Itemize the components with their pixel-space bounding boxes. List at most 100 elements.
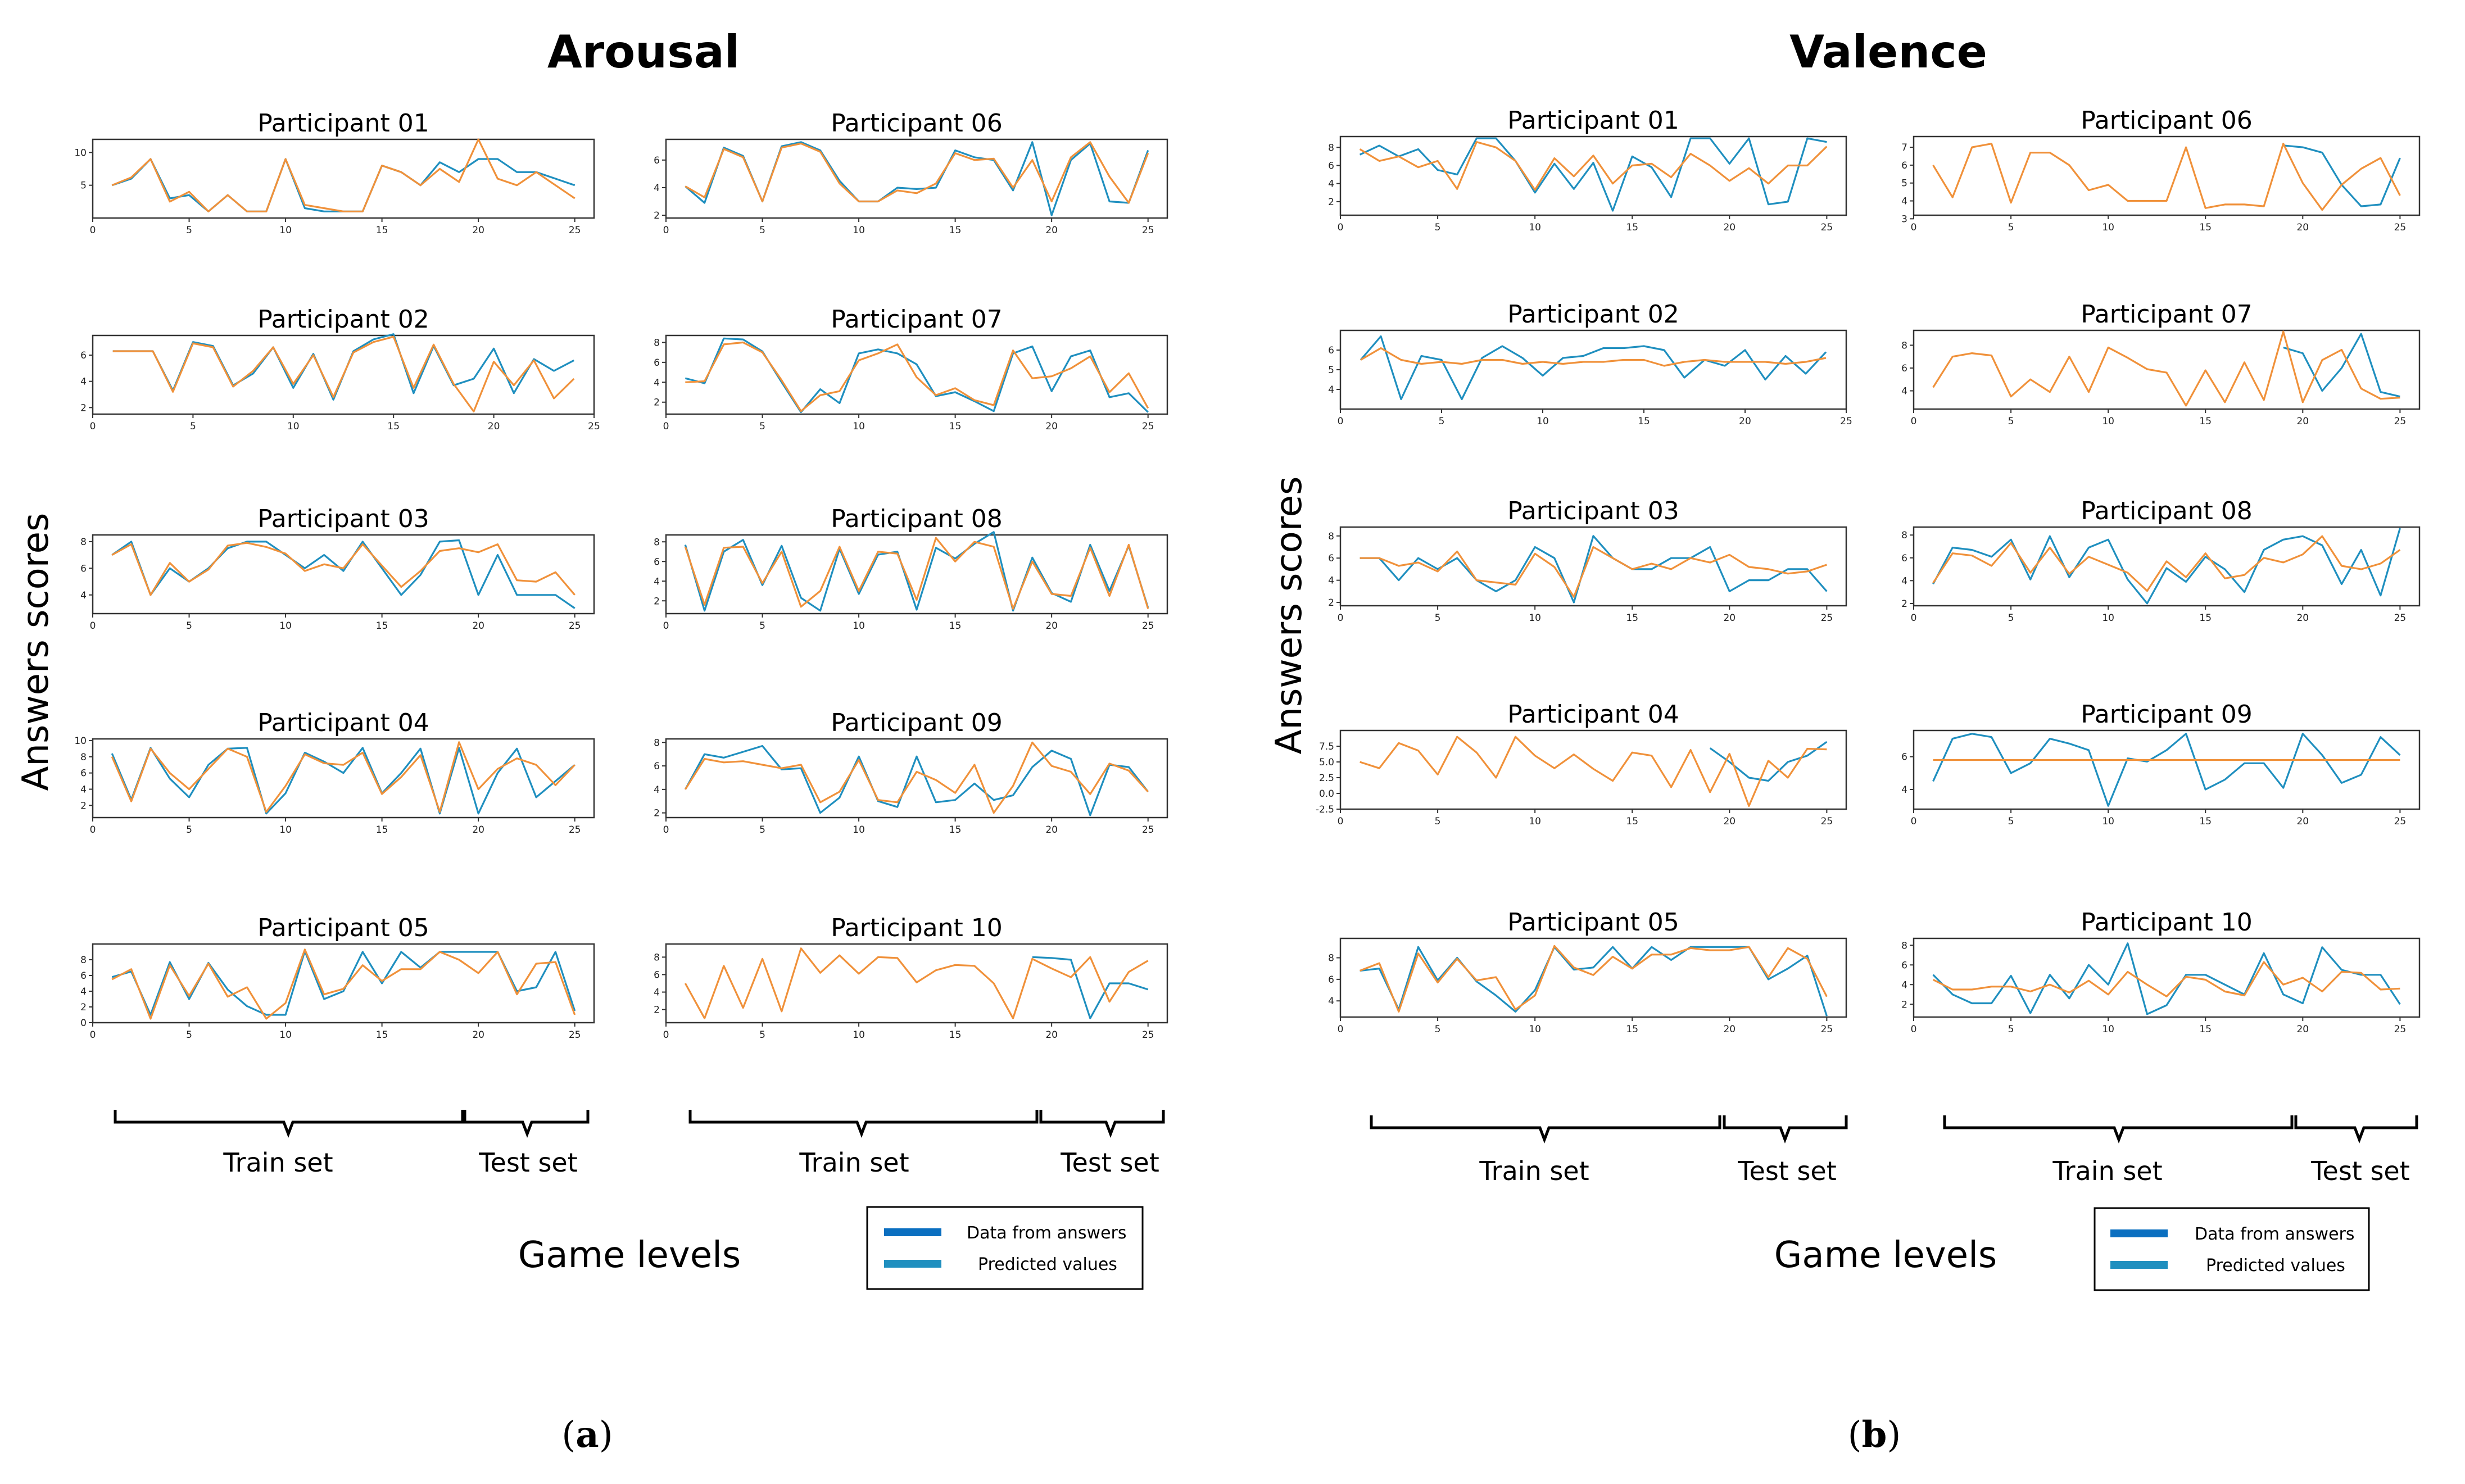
subplot-b-4-ytick-label: 8 [1901,340,1907,351]
subplot-b-3-xtick-label: 25 [1840,416,1852,427]
subplot-a-5-xtick-label: 5 [186,620,192,632]
subplot-a-8-xtick-label: 25 [1142,824,1154,836]
subplot-a-9-ytick-label: 2 [80,1002,87,1013]
subplot-a-9-xtick-label: 15 [376,1029,388,1041]
subplot-b-7-ytick-label: 7.5 [1319,741,1334,752]
subplot-a-3-ytick-label: 6 [80,350,87,361]
subplot-b-6-ytick-label: 8 [1901,530,1907,541]
subplot-b-5-xtick-label: 10 [1529,612,1541,624]
subplot-a-8: Participant 09 0 5 10 15 20 25 2 4 6 8 [654,709,1168,836]
subplot-b-8-title: Participant 09 [2081,700,2253,729]
panel-b-letter: (b) [1848,1414,1901,1456]
subplot-b-10: Participant 10 0 5 10 15 20 25 2 4 6 8 [1901,908,2421,1035]
subplot-b-8-xtick-label: 25 [2394,816,2407,827]
subplot-b-4-xtick-label: 10 [2102,416,2114,427]
subplot-a-3-xtick-label: 0 [90,421,96,432]
subplot-b-10-xtick-label: 25 [2394,1024,2407,1035]
subplot-a-10-title: Participant 10 [831,914,1003,942]
subplot-a-4-xtick-label: 5 [759,421,765,432]
subplot-b-10-ytick-label: 4 [1901,979,1907,991]
subplot-b-2-predicted-line [1932,143,2401,211]
panel-a-title: Arousal [547,26,740,78]
subplot-a-3-frame [92,334,595,415]
subplot-a-10-answers-line [1032,956,1149,1019]
subplot-b-7-xtick-label: 20 [1723,816,1736,827]
subplot-b-1: Participant 01 0 5 10 15 20 25 2 4 6 8 [1328,106,1847,233]
subplot-b-8-xtick-label: 5 [2008,816,2014,827]
subplot-a-1-predicted-line [111,138,576,212]
subplot-a-8-xtick-label: 10 [853,824,865,836]
subplot-a-4-xtick-label: 25 [1142,421,1154,432]
subplot-a-2-xtick-label: 20 [1045,225,1058,236]
subplot-b-2-title: Participant 06 [2081,106,2253,135]
braces-a-left-test [463,1110,590,1138]
subplot-b-7-ytick-label: 5.0 [1319,757,1334,768]
subplot-a-9-title: Participant 05 [257,914,429,942]
subplot-b-2-xtick-label: 25 [2394,222,2407,233]
subplot-b-7-xtick-label: 25 [1821,816,1833,827]
panel-b-xlabel: Game levels [1774,1235,1997,1276]
subplot-a-4-xtick-label: 15 [949,421,962,432]
subplot-b-1-xtick-label: 15 [1626,222,1638,233]
svg-text:(b): (b) [1848,1414,1901,1456]
subplot-b-4-xtick-label: 25 [2394,416,2407,427]
subplot-b-1-xtick-label: 20 [1723,222,1736,233]
subplot-a-3-xtick-label: 25 [588,421,600,432]
subplot-b-4-ytick-label: 6 [1901,363,1907,374]
subplot-b-10-xtick-label: 5 [2008,1024,2014,1035]
subplot-b-6-xtick-label: 10 [2102,612,2114,624]
subplot-a-10-frame [665,943,1168,1024]
subplot-b-7-xtick-label: 15 [1626,816,1638,827]
subplot-a-8-ytick-label: 6 [654,761,660,772]
test-label-b-left: Test set [1737,1156,1837,1186]
subplot-a-7-xtick-label: 5 [186,824,192,836]
subplot-a-5-xtick-label: 20 [472,620,484,632]
subplot-a-10-predicted-line [684,947,1149,1019]
subplot-a-2-xtick-label: 5 [759,225,765,236]
subplot-b-1-predicted-line [1359,141,1828,191]
subplot-b-1-xtick-label: 10 [1529,222,1541,233]
subplot-a-8-predicted-line [684,741,1149,814]
subplot-b-4-xtick-label: 15 [2199,416,2212,427]
subplot-b-5-xtick-label: 0 [1338,612,1344,624]
test-label-a-left: Test set [478,1147,578,1178]
subplot-a-1-frame [92,138,595,219]
subplot-a-1-xtick-label: 20 [472,225,484,236]
subplot-b-3: Participant 02 0 5 10 15 20 25 4 5 6 [1328,300,1852,427]
subplot-a-6-xtick-label: 15 [949,620,962,632]
subplot-a-6-xtick-label: 25 [1142,620,1154,632]
subplot-a-9-xtick-label: 25 [569,1029,581,1041]
subplot-b-8-xtick-label: 15 [2199,816,2212,827]
subplot-a-8-ytick-label: 2 [654,808,660,819]
subplot-a-7-xtick-label: 25 [569,824,581,836]
subplot-a-4-xtick-label: 20 [1045,421,1058,432]
subplot-b-6-xtick-label: 15 [2199,612,2212,624]
braces-a-left-train [114,1110,464,1138]
subplot-a-9-xtick-label: 0 [90,1029,96,1041]
subplot-b-10-ytick-label: 2 [1901,999,1907,1010]
subplot-a-7-ytick-label: 8 [80,752,87,763]
subplot-b-2-ytick-label: 7 [1901,142,1907,153]
subplot-b-5-ytick-label: 8 [1328,531,1334,542]
subplot-a-4-ytick-label: 4 [654,377,660,388]
subplot-b-9-predicted-line [1360,945,1828,1013]
subplot-a-6-answers-line [684,531,1149,612]
subplot-b-6-xtick-label: 0 [1911,612,1917,624]
subplot-a-3-predicted-line [112,335,575,412]
subplot-b-2-xtick-label: 15 [2199,222,2212,233]
subplot-a-10-xtick-label: 10 [853,1029,865,1041]
subplot-b-5-ytick-label: 6 [1328,553,1334,564]
subplot-b-5-answers-line [1360,535,1828,603]
subplot-b-3-ytick-label: 4 [1328,384,1334,396]
subplot-b-9-xtick-label: 0 [1338,1024,1344,1035]
subplot-a-6-xtick-label: 20 [1045,620,1058,632]
subplot-b-5-title: Participant 03 [1507,497,1679,525]
subplot-b-8-ytick-label: 6 [1901,752,1907,763]
subplot-b-3-answers-line [1360,335,1827,401]
subplot-a-1-xtick-label: 15 [376,225,388,236]
subplot-b-1-xtick-label: 5 [1435,222,1441,233]
subplot-b-5-predicted-line [1360,546,1827,598]
subplot-b-4-frame [1913,329,2421,410]
subplot-a-7-xtick-label: 10 [279,824,292,836]
subplot-b-3-xtick-label: 20 [1739,416,1751,427]
